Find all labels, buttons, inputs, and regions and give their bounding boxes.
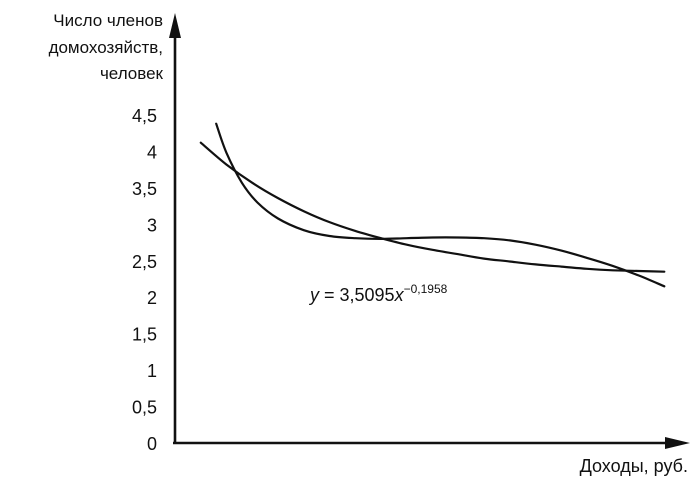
series-line-1 bbox=[199, 141, 666, 273]
equation-annotation: y = 3,5095x−0,1958 bbox=[308, 282, 448, 305]
y-tick-label: 1 bbox=[147, 361, 157, 381]
y-tick-label: 4 bbox=[147, 142, 157, 162]
y-tick-label: 1,5 bbox=[132, 325, 157, 345]
y-axis-label-line-1: Число членов bbox=[53, 11, 163, 30]
y-tick-labels: 0 0,5 1 1,5 2 2,5 3 3,5 4 4,5 bbox=[132, 106, 157, 454]
x-axis-label: Доходы, руб. bbox=[580, 456, 688, 476]
y-axis-label-line-2: домохозяйств, bbox=[49, 38, 163, 57]
series-group bbox=[199, 122, 666, 288]
equation-exponent: −0,1958 bbox=[404, 282, 448, 296]
x-axis-arrow bbox=[665, 437, 690, 449]
axes bbox=[169, 13, 690, 449]
y-axis-label-line-3: человек bbox=[100, 64, 164, 83]
equation-lhs: y bbox=[308, 285, 320, 305]
equation-coefficient: = 3,5095 bbox=[319, 285, 395, 305]
y-tick-label: 2 bbox=[147, 288, 157, 308]
equation-variable: x bbox=[394, 285, 405, 305]
y-tick-label: 4,5 bbox=[132, 106, 157, 126]
y-tick-label: 3,5 bbox=[132, 179, 157, 199]
y-tick-label: 3 bbox=[147, 215, 157, 235]
series-line-2 bbox=[215, 122, 666, 288]
y-axis-label: Число членов домохозяйств, человек bbox=[49, 11, 164, 83]
y-axis-arrow bbox=[169, 13, 181, 38]
y-tick-label: 0 bbox=[147, 434, 157, 454]
y-tick-label: 2,5 bbox=[132, 252, 157, 272]
y-tick-label: 0,5 bbox=[132, 398, 157, 418]
